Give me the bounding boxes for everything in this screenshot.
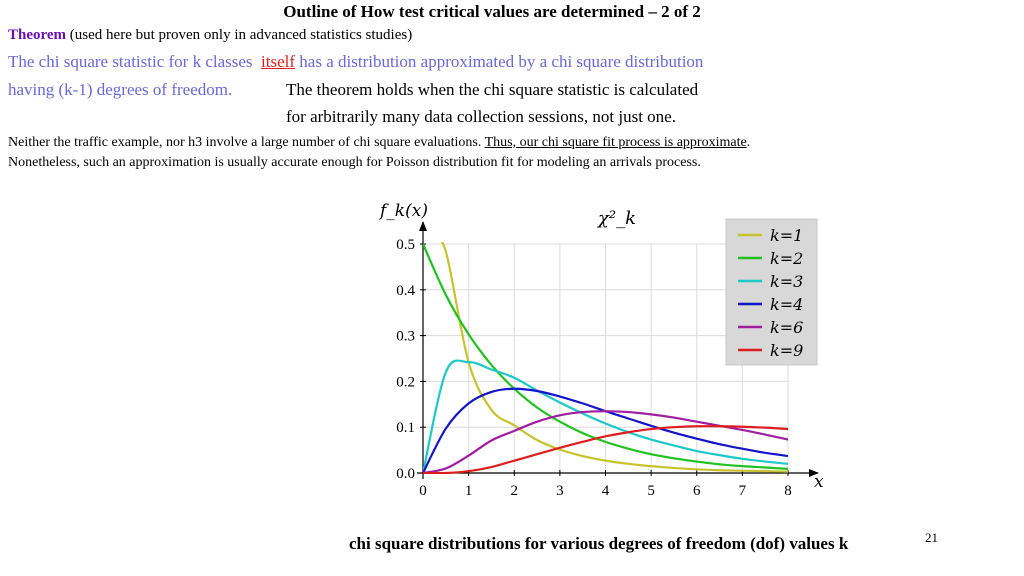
x-tick-label: 5 <box>647 483 655 499</box>
itself-link[interactable]: itself <box>261 52 296 71</box>
chi-square-chart: 0 1 2 3 4 5 6 7 8 0.0 0.1 0.2 0.3 0.4 0.5 k=1 k=2 k=3 k=4… <box>378 201 824 499</box>
legend-label: k=2 <box>770 249 803 268</box>
theorem-word: Theorem <box>8 27 67 43</box>
y-axis-label: f_k(x) <box>378 201 428 221</box>
chart-legend: k=1 k=2 k=3 k=4 k=6 k=9 <box>725 218 818 366</box>
x-tick-label: 3 <box>556 483 564 499</box>
chart-labels: f_k(x)x χ²_k <box>378 201 824 492</box>
note-line1: Neither the traffic example, nor h3 invo… <box>8 135 750 151</box>
legend-label: k=4 <box>770 295 803 314</box>
y-tick-label: 0.4 <box>396 283 415 299</box>
legend-label: k=1 <box>770 226 803 245</box>
chart-series <box>423 242 788 474</box>
x-axis-label: x <box>814 472 824 492</box>
legend-label: k=3 <box>770 272 803 291</box>
y-tick-label: 0.0 <box>396 466 415 482</box>
theorem-condition-line1: The theorem holds when the chi square st… <box>286 80 699 99</box>
theorem-line: Theorem (used here but proven only in ad… <box>8 27 412 44</box>
x-tick-label: 7 <box>739 483 747 499</box>
note-text: Neither the traffic example, nor h3 invo… <box>8 135 485 150</box>
note-period: . <box>746 135 751 150</box>
y-tick-label: 0.1 <box>396 420 415 436</box>
slide-title: Outline of How test critical values are … <box>283 2 701 21</box>
chart-ticks: 0 1 2 3 4 5 6 7 8 0.0 0.1 0.2 0.3 0.4 0.5 <box>396 237 792 499</box>
chart-caption: chi square distributions for various deg… <box>349 534 849 553</box>
x-tick-label: 4 <box>602 483 610 499</box>
series-line-k1 <box>440 242 788 473</box>
legend-label: k=6 <box>770 318 803 337</box>
page-number: 21 <box>925 530 938 545</box>
y-tick-label: 0.5 <box>396 237 415 253</box>
series-line-k9 <box>423 425 788 474</box>
theorem-statement-line2: having (k-1) degrees of freedom. <box>8 80 233 99</box>
y-tick-label: 0.2 <box>396 374 415 390</box>
x-tick-label: 1 <box>465 483 473 499</box>
legend-label: k=9 <box>770 341 803 360</box>
series-line-k2 <box>423 243 788 470</box>
x-tick-label: 6 <box>693 483 701 499</box>
chart-title: χ²_k <box>596 208 636 229</box>
theorem-statement-line1: The chi square statistic for k classes i… <box>8 52 703 72</box>
x-tick-label: 8 <box>784 483 792 499</box>
theorem-statement-part2: has a distribution approximated by a chi… <box>295 52 704 71</box>
theorem-statement-part1: The chi square statistic for k classes <box>8 52 262 71</box>
x-tick-label: 0 <box>419 483 427 499</box>
note-underlined-text: Thus, our chi square fit process is appr… <box>484 135 747 150</box>
series-line-k3 <box>423 359 788 474</box>
x-tick-label: 2 <box>511 483 519 499</box>
theorem-condition-line2: for arbitrarily many data collection ses… <box>286 107 676 126</box>
legend-box <box>725 218 818 366</box>
chart-axes <box>417 221 819 479</box>
theorem-note: (used here but proven only in advanced s… <box>66 27 413 43</box>
y-tick-label: 0.3 <box>396 329 415 345</box>
note-line2: Nonetheless, such an approximation is us… <box>8 155 701 170</box>
